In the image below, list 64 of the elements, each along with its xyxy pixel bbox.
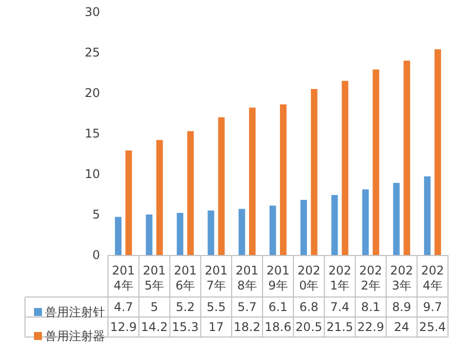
bar	[114, 216, 122, 255]
legend-label: 兽用注射器	[45, 329, 105, 343]
bar	[125, 150, 132, 255]
bar	[187, 131, 194, 255]
x-tick-label: 2015年	[142, 264, 166, 292]
bar	[156, 140, 163, 255]
data-label: 14.2	[141, 320, 168, 334]
legend-label: 兽用注射针	[45, 305, 105, 319]
data-label: 8.9	[392, 300, 412, 314]
data-label: 21.5	[326, 320, 354, 334]
x-tick-label: 2020年	[297, 264, 320, 292]
bar	[372, 70, 380, 255]
bar	[238, 208, 246, 255]
bar	[176, 212, 184, 255]
y-tick-label: 5	[92, 208, 100, 222]
bar	[310, 88, 318, 255]
data-label: 4.7	[114, 300, 133, 314]
data-label: 8.1	[361, 300, 380, 314]
data-label: 5.2	[176, 300, 195, 314]
x-tick-label: 2023年	[390, 264, 414, 292]
data-label: 18.2	[234, 320, 260, 334]
x-tick-label: 2018年	[236, 264, 259, 292]
y-tick-label: 0	[92, 248, 100, 262]
x-tick-label: 2024年	[421, 264, 444, 292]
data-label: 22.9	[357, 320, 384, 334]
x-tick-label: 2019年	[266, 264, 290, 292]
bar	[424, 176, 431, 255]
data-label: 24	[394, 320, 410, 334]
bar	[249, 108, 256, 255]
data-label: 6.1	[268, 300, 288, 314]
data-label: 7.4	[330, 300, 350, 314]
bar	[300, 200, 307, 255]
bar	[342, 80, 348, 255]
data-label: 20.5	[296, 320, 322, 334]
data-label: 5.5	[206, 300, 226, 314]
bar	[331, 195, 338, 255]
data-label: 5	[150, 300, 158, 314]
data-label: 6.8	[299, 300, 318, 314]
data-label: 15.3	[172, 320, 199, 334]
bar	[218, 117, 225, 255]
bar	[434, 49, 442, 255]
bar	[362, 189, 369, 255]
bar	[270, 206, 276, 255]
x-tick-label: 2016年	[174, 264, 197, 292]
y-tick-label: 25	[84, 46, 100, 60]
y-tick-label: 10	[84, 167, 100, 181]
y-tick-label: 15	[84, 126, 100, 140]
x-tick-label: 2021年	[328, 264, 352, 292]
x-tick-label: 2017年	[204, 264, 228, 292]
bar	[393, 182, 400, 255]
data-label: 12.9	[110, 320, 137, 334]
data-label: 25.4	[419, 320, 446, 334]
data-label: 5.7	[238, 300, 257, 314]
data-label: 18.6	[264, 320, 292, 334]
data-label: 9.7	[423, 300, 442, 314]
x-tick-label: 2022年	[359, 264, 382, 292]
x-tick-label: 2014年	[112, 264, 135, 292]
y-tick-label: 30	[84, 5, 100, 19]
bar	[280, 104, 286, 255]
bar	[404, 60, 410, 255]
bar	[146, 214, 152, 255]
bar	[208, 210, 214, 255]
y-tick-label: 20	[84, 86, 100, 100]
data-label: 17	[208, 320, 224, 334]
